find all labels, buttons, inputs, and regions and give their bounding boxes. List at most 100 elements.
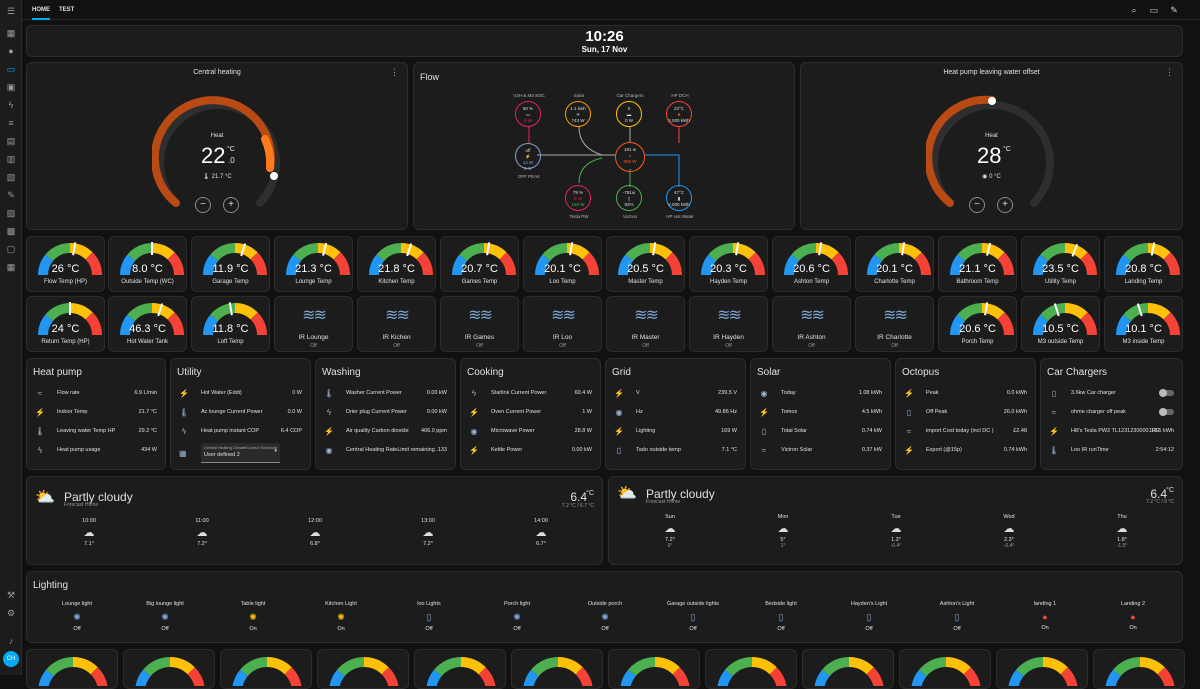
- central-heating-card[interactable]: Central heating ⋮ Heat 22 °C .0 🌡︎ 21.7 …: [26, 62, 408, 230]
- gauge-card[interactable]: [26, 649, 118, 689]
- gauge-card[interactable]: 20.3 °C Hayden Temp: [689, 236, 768, 292]
- light-toggle[interactable]: Ashton's Light ▯ Off: [917, 601, 997, 632]
- gauge-card[interactable]: 20.7 °C Games Temp: [440, 236, 519, 292]
- entity-row[interactable]: ⚡ Tomoz 4.5 kWh: [759, 405, 882, 423]
- gauge-card[interactable]: 20.1 °C Loo Temp: [523, 236, 602, 292]
- entity-row[interactable]: ϟ Heat pump instant COP 6.4 COP: [179, 424, 302, 442]
- laptop-icon[interactable]: ▭: [6, 64, 16, 74]
- entity-row[interactable]: ⚡ Lighting 169 W: [614, 424, 737, 442]
- entity-row[interactable]: 🌡︎ Loo IR runTime 2:54:12: [1049, 443, 1174, 461]
- gauge-card[interactable]: [996, 649, 1088, 689]
- toggle-switch[interactable]: [1159, 408, 1174, 416]
- gauge-card[interactable]: [1093, 649, 1185, 689]
- entity-row[interactable]: ▯ Tado outside temp 7.1 °C: [614, 443, 737, 461]
- light-toggle[interactable]: Table light ✺ On: [213, 601, 293, 632]
- weather-daily-card[interactable]: ⛅ Partly cloudy Forecast Home 6.4 °C 7.2…: [608, 476, 1183, 565]
- offset-card[interactable]: Heat pump leaving water offset ⋮ Heat 28…: [800, 62, 1183, 230]
- entity-row[interactable]: ⚡ Export (@15p) 0.74 kWh: [904, 443, 1027, 461]
- assist-icon[interactable]: ▭: [1149, 5, 1159, 15]
- entity-row[interactable]: ≈ ohme charger off peak: [1049, 405, 1174, 423]
- flow-node-home[interactable]: 181 w ⌂ 890 W: [615, 142, 645, 172]
- wrench-icon[interactable]: ✎: [7, 190, 15, 200]
- entity-row[interactable]: ϟ Starlink Current Power 60.4 W: [469, 386, 592, 404]
- light-toggle[interactable]: Garage outside lights ▯ Off: [653, 601, 733, 632]
- ir-heater-button[interactable]: ≋≋ IR Master Off: [606, 296, 685, 352]
- gauge-card[interactable]: [899, 649, 991, 689]
- light-toggle[interactable]: landing 1 ● On: [1005, 601, 1085, 631]
- increase-button[interactable]: +: [223, 197, 239, 213]
- gauge-card[interactable]: 23.5 °C Utility Temp: [1021, 236, 1100, 292]
- entity-row[interactable]: ≈ Victron Solar 0.37 kW: [759, 443, 882, 461]
- weather-hourly-card[interactable]: ⛅ Partly cloudy Forecast Home 6.4 °C 7.2…: [26, 476, 603, 565]
- gauge-card[interactable]: 8.0 °C Outside Temp (WC): [108, 236, 187, 292]
- gauge-card[interactable]: 11.8 °C Loft Temp: [191, 296, 270, 352]
- gear-icon[interactable]: ⚙: [6, 608, 16, 618]
- gauge-card[interactable]: 10.5 °C M3 outside Temp: [1021, 296, 1100, 352]
- entity-row[interactable]: ▯ Total Solar 0.74 kW: [759, 424, 882, 442]
- entity-row[interactable]: ◉ Microwave Power 28.8 W: [469, 424, 593, 442]
- thermostat-dial[interactable]: [926, 91, 1058, 223]
- decrease-button[interactable]: −: [969, 197, 985, 213]
- light-toggle[interactable]: Bedside light ▯ Off: [741, 601, 821, 632]
- flow-node-car[interactable]: 0 ▬ 0 W: [616, 101, 642, 127]
- gauge-card[interactable]: 26 °C Flow Temp (HP): [26, 236, 105, 292]
- menu-icon[interactable]: ☰: [6, 6, 16, 16]
- gauge-card[interactable]: 10.1 °C M3 inside Temp: [1104, 296, 1183, 352]
- more-icon[interactable]: ⋮: [390, 67, 399, 77]
- entity-row[interactable]: ⚡ Oven Current Power 1 W: [469, 405, 592, 423]
- map-icon[interactable]: ▣: [6, 82, 16, 92]
- entity-row[interactable]: ≈ Flow rate 6.9 L/min: [35, 386, 157, 404]
- ir-heater-button[interactable]: ≋≋ IR Lounge Off: [274, 296, 353, 352]
- thermostat-dial[interactable]: [152, 91, 284, 223]
- entity-row[interactable]: ⚡ Indoor Temp 21.7 °C: [35, 405, 157, 423]
- gauge-card[interactable]: [317, 649, 409, 689]
- entity-row[interactable]: ≈ import Cost today (incl DC ) £2.48: [904, 424, 1027, 442]
- avatar[interactable]: CH: [3, 651, 19, 667]
- gauge-card[interactable]: [511, 649, 603, 689]
- gauge-card[interactable]: 46.3 °C Hot Water Tank: [108, 296, 187, 352]
- gauge-card[interactable]: 20.5 °C Master Temp: [606, 236, 685, 292]
- gauge-card[interactable]: 20.1 °C Charlotte Temp: [855, 236, 934, 292]
- gauge-card[interactable]: 20.8 °C Landing Temp: [1104, 236, 1183, 292]
- flow-node-solar[interactable]: 1.1 kwh ☀ 743 W: [565, 101, 591, 127]
- dial-handle[interactable]: [270, 172, 278, 180]
- dashboard-icon[interactable]: ▦: [6, 28, 16, 38]
- ir-heater-button[interactable]: ≋≋ IR Hayden Off: [689, 296, 768, 352]
- bell-icon[interactable]: ♪: [8, 636, 14, 646]
- dial-handle[interactable]: [988, 97, 996, 105]
- gauge-card[interactable]: [414, 649, 506, 689]
- entity-row[interactable]: ◉ Today 1.08 kWh: [759, 386, 883, 404]
- gauge-card[interactable]: [608, 649, 700, 689]
- gauge-card[interactable]: 21.3 °C Lounge Temp: [274, 236, 353, 292]
- entity-row[interactable]: ϟ Heat pump usage 434 W: [35, 443, 157, 461]
- light-toggle[interactable]: loo Lights ▯ Off: [389, 601, 469, 632]
- light-toggle[interactable]: Big lounge light ✺ Off: [125, 601, 205, 632]
- edit-icon[interactable]: ✎: [1170, 5, 1178, 15]
- more-icon[interactable]: ⋮: [1165, 67, 1174, 77]
- folder-icon[interactable]: ▨: [6, 208, 16, 218]
- schedule-select[interactable]: Central Heating ClimateControl Schedule U…: [201, 443, 280, 463]
- person-icon[interactable]: ●: [8, 46, 14, 56]
- entity-row[interactable]: ⚡ Air quality Carbon dioxide 406.0 ppm: [324, 424, 447, 442]
- entity-row[interactable]: ⚡ Hill's Tesla PW2 TL12312300001FG 10.5 kW…: [1049, 424, 1174, 442]
- entity-row[interactable]: ⚡ Kettle Power 0.00 kW: [469, 443, 592, 461]
- entity-row[interactable]: ⚡ Hot Water (Eddi) 0 W: [179, 386, 302, 404]
- entity-row[interactable]: ⚡ Peak 0.0 kWh: [904, 386, 1027, 404]
- entity-row[interactable]: ▯ Off Peak 26.0 kWh: [904, 405, 1027, 423]
- gauge-card[interactable]: 24 °C Return Temp (HP): [26, 296, 105, 352]
- ir-heater-button[interactable]: ≋≋ IR Ashton Off: [772, 296, 851, 352]
- increase-button[interactable]: +: [997, 197, 1013, 213]
- ir-heater-button[interactable]: ≋≋ IR Charlotte Off: [855, 296, 934, 352]
- grid-icon[interactable]: ▥: [6, 154, 16, 164]
- entity-row[interactable]: ◉ Central Heating RateLimit remaining… 133: [324, 443, 448, 461]
- flow-node-hotwater[interactable]: 47°C ▮ 2,000 kWh: [666, 185, 692, 211]
- terminal-icon[interactable]: ▢: [6, 244, 16, 254]
- media-icon[interactable]: ▧: [6, 172, 16, 182]
- decrease-button[interactable]: −: [195, 197, 211, 213]
- entity-row[interactable]: ϟ Drier plug Current Power 0.00 kW: [324, 405, 447, 423]
- light-toggle[interactable]: Kitchen Light ✺ On: [301, 601, 381, 632]
- light-toggle[interactable]: Porch light ✺ Off: [477, 601, 557, 632]
- light-toggle[interactable]: Outside porch ✺ Off: [565, 601, 645, 632]
- history-icon[interactable]: ▤: [6, 136, 16, 146]
